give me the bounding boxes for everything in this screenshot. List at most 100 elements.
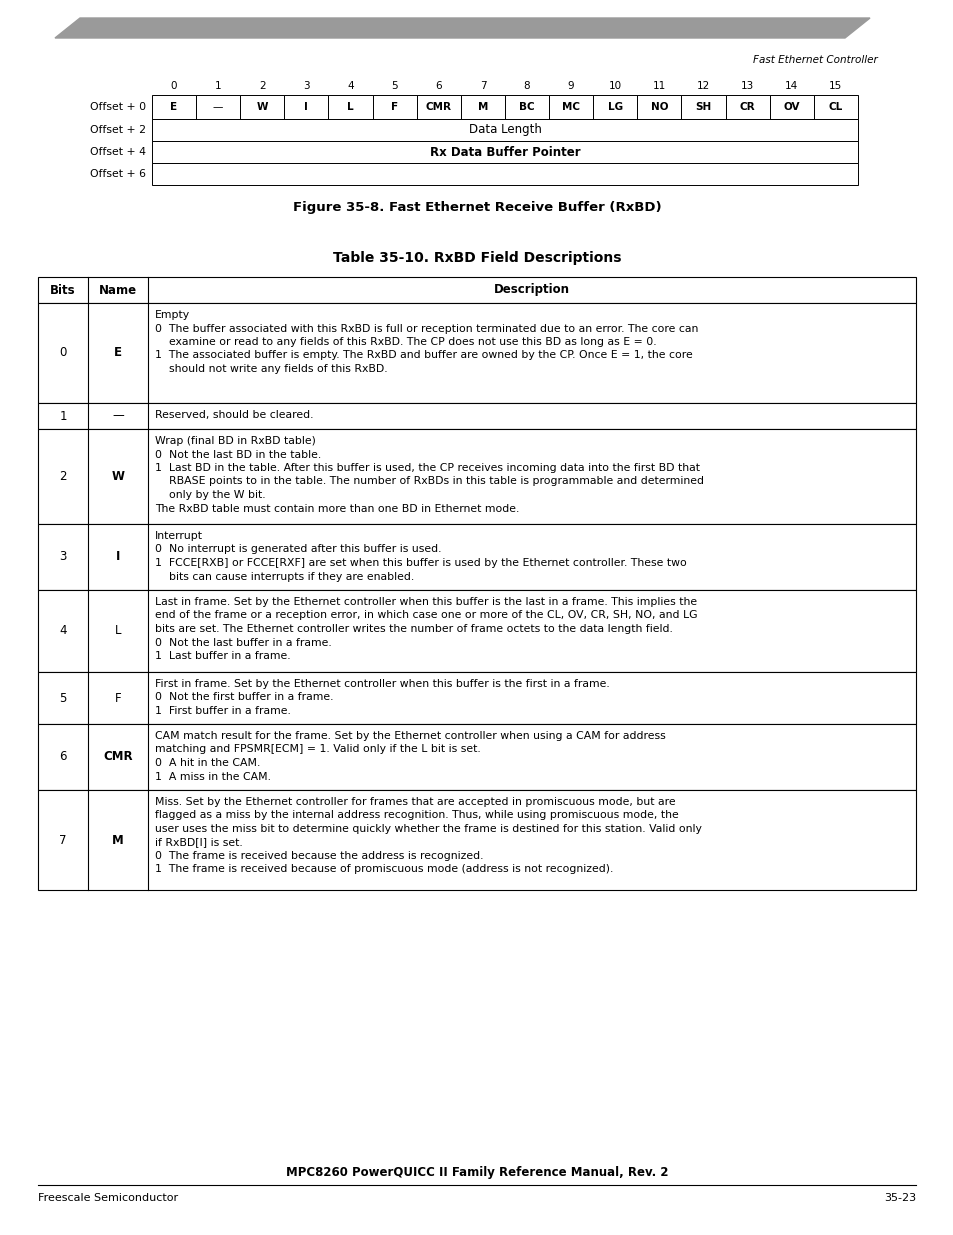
Text: 1  The frame is received because of promiscuous mode (address is not recognized): 1 The frame is received because of promi… bbox=[154, 864, 613, 874]
Bar bbox=[240, 95, 284, 119]
Text: 2: 2 bbox=[258, 82, 265, 91]
Bar bbox=[38, 790, 915, 890]
Text: Last in frame. Set by the Ethernet controller when this buffer is the last in a : Last in frame. Set by the Ethernet contr… bbox=[154, 597, 697, 606]
Bar bbox=[152, 95, 196, 119]
Text: Fast Ethernet Controller: Fast Ethernet Controller bbox=[753, 56, 877, 65]
Text: —: — bbox=[213, 103, 223, 112]
Text: 4: 4 bbox=[59, 625, 67, 637]
Text: 3: 3 bbox=[303, 82, 310, 91]
Bar bbox=[38, 590, 915, 672]
Text: 0: 0 bbox=[59, 347, 67, 359]
Text: 0  The frame is received because the address is recognized.: 0 The frame is received because the addr… bbox=[154, 851, 483, 861]
Text: L: L bbox=[114, 625, 121, 637]
Text: 12: 12 bbox=[697, 82, 709, 91]
Text: L: L bbox=[347, 103, 354, 112]
Bar bbox=[549, 95, 593, 119]
Text: Figure 35-8. Fast Ethernet Receive Buffer (RxBD): Figure 35-8. Fast Ethernet Receive Buffe… bbox=[293, 201, 660, 214]
Text: Rx Data Buffer Pointer: Rx Data Buffer Pointer bbox=[429, 146, 579, 158]
Text: Wrap (final BD in RxBD table): Wrap (final BD in RxBD table) bbox=[154, 436, 315, 446]
Text: I: I bbox=[115, 551, 120, 563]
Text: LG: LG bbox=[607, 103, 622, 112]
Text: end of the frame or a reception error, in which case one or more of the CL, OV, : end of the frame or a reception error, i… bbox=[154, 610, 697, 620]
Text: W: W bbox=[112, 471, 125, 483]
Bar bbox=[196, 95, 240, 119]
Text: 0  The buffer associated with this RxBD is full or reception terminated due to a: 0 The buffer associated with this RxBD i… bbox=[154, 324, 698, 333]
Text: 0  Not the first buffer in a frame.: 0 Not the first buffer in a frame. bbox=[154, 693, 334, 703]
Bar bbox=[38, 429, 915, 524]
Text: 0  Not the last BD in the table.: 0 Not the last BD in the table. bbox=[154, 450, 321, 459]
Text: Offset + 0: Offset + 0 bbox=[90, 103, 146, 112]
Text: 1  The associated buffer is empty. The RxBD and buffer are owned by the CP. Once: 1 The associated buffer is empty. The Rx… bbox=[154, 351, 692, 361]
Text: E: E bbox=[113, 347, 122, 359]
Bar bbox=[504, 95, 549, 119]
Text: Offset + 2: Offset + 2 bbox=[90, 125, 146, 135]
Text: Data Length: Data Length bbox=[468, 124, 541, 137]
Text: 7: 7 bbox=[479, 82, 486, 91]
Bar bbox=[637, 95, 680, 119]
Text: 0  Not the last buffer in a frame.: 0 Not the last buffer in a frame. bbox=[154, 637, 332, 647]
Text: should not write any fields of this RxBD.: should not write any fields of this RxBD… bbox=[169, 364, 387, 374]
Text: 0: 0 bbox=[171, 82, 177, 91]
Text: 0  No interrupt is generated after this buffer is used.: 0 No interrupt is generated after this b… bbox=[154, 545, 441, 555]
Bar bbox=[593, 95, 637, 119]
Text: 1  A miss in the CAM.: 1 A miss in the CAM. bbox=[154, 772, 271, 782]
Text: The RxBD table must contain more than one BD in Ethernet mode.: The RxBD table must contain more than on… bbox=[154, 504, 518, 514]
Bar bbox=[813, 95, 857, 119]
Text: Offset + 4: Offset + 4 bbox=[90, 147, 146, 157]
Text: examine or read to any fields of this RxBD. The CP does not use this BD as long : examine or read to any fields of this Rx… bbox=[169, 337, 656, 347]
Text: M: M bbox=[477, 103, 488, 112]
Text: MC: MC bbox=[561, 103, 579, 112]
Text: NO: NO bbox=[650, 103, 667, 112]
Text: Miss. Set by the Ethernet controller for frames that are accepted in promiscuous: Miss. Set by the Ethernet controller for… bbox=[154, 797, 675, 806]
Text: CAM match result for the frame. Set by the Ethernet controller when using a CAM : CAM match result for the frame. Set by t… bbox=[154, 731, 665, 741]
Bar bbox=[38, 303, 915, 403]
Bar bbox=[284, 95, 328, 119]
Text: Name: Name bbox=[99, 284, 137, 296]
Text: 5: 5 bbox=[59, 692, 67, 704]
Text: M: M bbox=[112, 834, 124, 846]
Text: Bits: Bits bbox=[51, 284, 75, 296]
Text: OV: OV bbox=[782, 103, 800, 112]
Text: bits are set. The Ethernet controller writes the number of frame octets to the d: bits are set. The Ethernet controller wr… bbox=[154, 624, 672, 634]
Text: CL: CL bbox=[828, 103, 842, 112]
Text: 11: 11 bbox=[652, 82, 665, 91]
Bar bbox=[152, 141, 857, 163]
Text: F: F bbox=[391, 103, 397, 112]
Text: 7: 7 bbox=[59, 834, 67, 846]
Text: 0  A hit in the CAM.: 0 A hit in the CAM. bbox=[154, 758, 260, 768]
Text: E: E bbox=[171, 103, 177, 112]
Bar bbox=[152, 163, 857, 185]
Bar bbox=[38, 524, 915, 590]
Text: 15: 15 bbox=[828, 82, 841, 91]
Text: 5: 5 bbox=[391, 82, 397, 91]
Text: I: I bbox=[304, 103, 308, 112]
Text: 13: 13 bbox=[740, 82, 754, 91]
Text: 6: 6 bbox=[59, 751, 67, 763]
Text: 10: 10 bbox=[608, 82, 621, 91]
Text: Reserved, should be cleared.: Reserved, should be cleared. bbox=[154, 410, 314, 420]
Text: 1: 1 bbox=[214, 82, 221, 91]
Text: 8: 8 bbox=[523, 82, 530, 91]
Text: 14: 14 bbox=[784, 82, 798, 91]
Text: 1  First buffer in a frame.: 1 First buffer in a frame. bbox=[154, 706, 291, 716]
Text: Empty: Empty bbox=[154, 310, 190, 320]
Text: Description: Description bbox=[494, 284, 569, 296]
Text: CR: CR bbox=[740, 103, 755, 112]
Bar bbox=[769, 95, 813, 119]
Bar bbox=[680, 95, 725, 119]
Text: 2: 2 bbox=[59, 471, 67, 483]
Text: MPC8260 PowerQUICC II Family Reference Manual, Rev. 2: MPC8260 PowerQUICC II Family Reference M… bbox=[286, 1166, 667, 1179]
Text: W: W bbox=[256, 103, 268, 112]
Text: Freescale Semiconductor: Freescale Semiconductor bbox=[38, 1193, 178, 1203]
Bar bbox=[38, 277, 915, 303]
Bar bbox=[460, 95, 504, 119]
Text: if RxBD[I] is set.: if RxBD[I] is set. bbox=[154, 837, 242, 847]
Bar bbox=[152, 119, 857, 141]
Text: SH: SH bbox=[695, 103, 711, 112]
Text: flagged as a miss by the internal address recognition. Thus, while using promisc: flagged as a miss by the internal addres… bbox=[154, 810, 678, 820]
Bar bbox=[416, 95, 460, 119]
Text: 4: 4 bbox=[347, 82, 354, 91]
Text: only by the W bit.: only by the W bit. bbox=[169, 490, 265, 500]
Bar bbox=[373, 95, 416, 119]
Text: RBASE points to in the table. The number of RxBDs in this table is programmable : RBASE points to in the table. The number… bbox=[169, 477, 703, 487]
